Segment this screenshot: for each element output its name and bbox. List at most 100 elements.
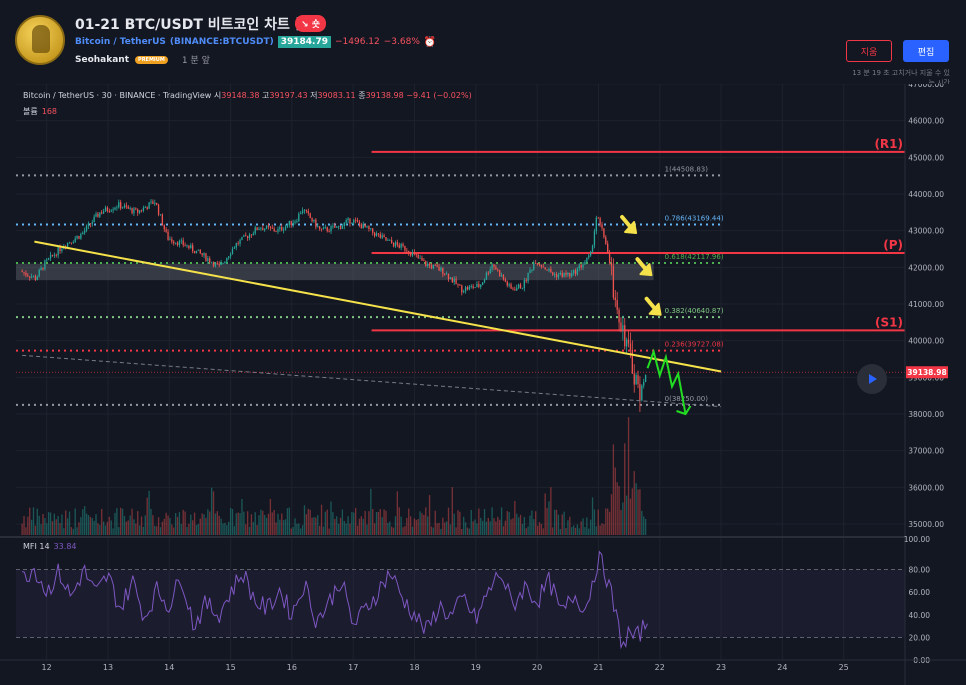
candle-body <box>559 272 561 275</box>
candle-body <box>614 297 616 301</box>
volume-bar <box>358 518 361 535</box>
volume-bar <box>309 509 311 535</box>
candle-body <box>169 239 171 241</box>
volume-bar <box>146 497 148 535</box>
candle-body <box>540 264 543 267</box>
chart-grid <box>0 84 905 660</box>
candle-body <box>228 256 230 258</box>
volume-bar <box>366 524 368 535</box>
time-tick-label: 19 <box>471 663 481 672</box>
candle-body <box>317 226 319 228</box>
volume-bar <box>449 524 452 535</box>
candle-body <box>133 208 135 214</box>
candle-body <box>508 284 510 286</box>
mfi-legend: MFI 14 33.84 <box>23 542 77 551</box>
price-tick-label: 36000.00 <box>908 483 944 492</box>
candle-body <box>201 253 203 256</box>
time-tick-label: 18 <box>409 663 419 672</box>
volume-bar <box>468 528 471 535</box>
candle-body <box>138 210 141 213</box>
volume-bar <box>512 518 514 535</box>
candle-body <box>641 385 643 401</box>
candle-body <box>434 264 436 266</box>
volume-bar <box>38 515 40 535</box>
replay-play-button[interactable] <box>857 364 887 394</box>
candle-body <box>415 253 417 255</box>
volume-bar <box>610 494 613 535</box>
volume-bar <box>523 517 525 535</box>
volume-bar <box>466 527 469 535</box>
price-tick-label: 41000.00 <box>908 300 944 309</box>
volume-bar <box>527 526 529 535</box>
volume-bar <box>214 513 217 535</box>
alarm-clock-icon[interactable]: ⏰ <box>423 36 437 48</box>
volume-bar <box>82 509 84 535</box>
volume-bar <box>212 491 215 535</box>
volume-bar <box>514 501 516 535</box>
volume-bar <box>298 523 300 535</box>
volume-bar <box>123 516 126 535</box>
descending-trendline <box>34 240 722 373</box>
candle-body <box>180 240 182 242</box>
volume-bar <box>339 517 342 535</box>
candle-body <box>569 272 571 277</box>
volume-bar <box>226 525 228 535</box>
candle-body <box>271 227 273 229</box>
author-logo-icon[interactable] <box>15 15 65 65</box>
symbol-code-link[interactable]: (BINANCE:BTCUSDT) <box>169 37 274 47</box>
symbol-name-link[interactable]: Bitcoin / TetherUS <box>75 37 166 47</box>
volume-bar <box>296 523 298 535</box>
candle-body <box>315 219 317 228</box>
candle-body <box>279 227 281 230</box>
volume-bar <box>106 521 109 535</box>
delete-button[interactable]: 지움 <box>846 40 892 62</box>
price-chart[interactable]: 1(44508.83) 0.786(43169.44) 0.618(42117.96… <box>0 84 966 685</box>
candle-body <box>580 265 582 268</box>
volume-bar <box>72 528 74 535</box>
volume-bar <box>292 526 294 535</box>
pivot-level-label: (P) <box>883 238 903 252</box>
volume-bar <box>322 526 325 535</box>
candle-body <box>301 210 304 214</box>
volume-bar <box>353 512 355 535</box>
candle-body <box>624 325 626 347</box>
author-name-link[interactable]: Seohakant <box>75 54 130 65</box>
volume-bar <box>205 517 207 535</box>
volume-bar <box>167 515 169 535</box>
volume-bar <box>637 489 639 535</box>
volume-bar <box>74 508 76 535</box>
symbol-line: Bitcoin / TetherUS (BINANCE:BTCUSDT) 391… <box>75 36 436 48</box>
candle-body <box>214 262 217 267</box>
volume-bar <box>131 508 133 535</box>
candle-body <box>523 280 525 289</box>
volume-bar <box>245 524 247 535</box>
volume-bar <box>629 498 632 535</box>
volume-bar <box>265 517 268 535</box>
candle-body <box>165 229 167 232</box>
volume-bar <box>112 528 114 535</box>
candle-body <box>372 228 374 233</box>
candle-body <box>643 382 645 386</box>
candle-body <box>174 242 177 244</box>
volume-bar <box>391 526 393 535</box>
candle-body <box>553 274 556 275</box>
candle-body <box>85 225 88 231</box>
candle-body <box>449 277 452 279</box>
volume-bar <box>580 521 582 535</box>
candle-body <box>23 271 25 273</box>
volume-bar <box>337 523 340 535</box>
candle-body <box>339 226 342 229</box>
candle-body <box>525 280 527 282</box>
candle-body <box>241 236 243 240</box>
candle-body <box>66 242 69 247</box>
volume-bar <box>252 522 254 535</box>
fib-level-label: 1(44508.83) <box>665 165 709 173</box>
candle-body <box>644 374 647 383</box>
edit-button[interactable]: 편집 <box>903 40 949 62</box>
candle-body <box>76 236 78 239</box>
candle-body <box>364 224 366 228</box>
candle-body <box>394 242 397 247</box>
volume-bar <box>415 519 417 535</box>
candle-body <box>552 272 554 275</box>
candle-body <box>131 208 133 214</box>
